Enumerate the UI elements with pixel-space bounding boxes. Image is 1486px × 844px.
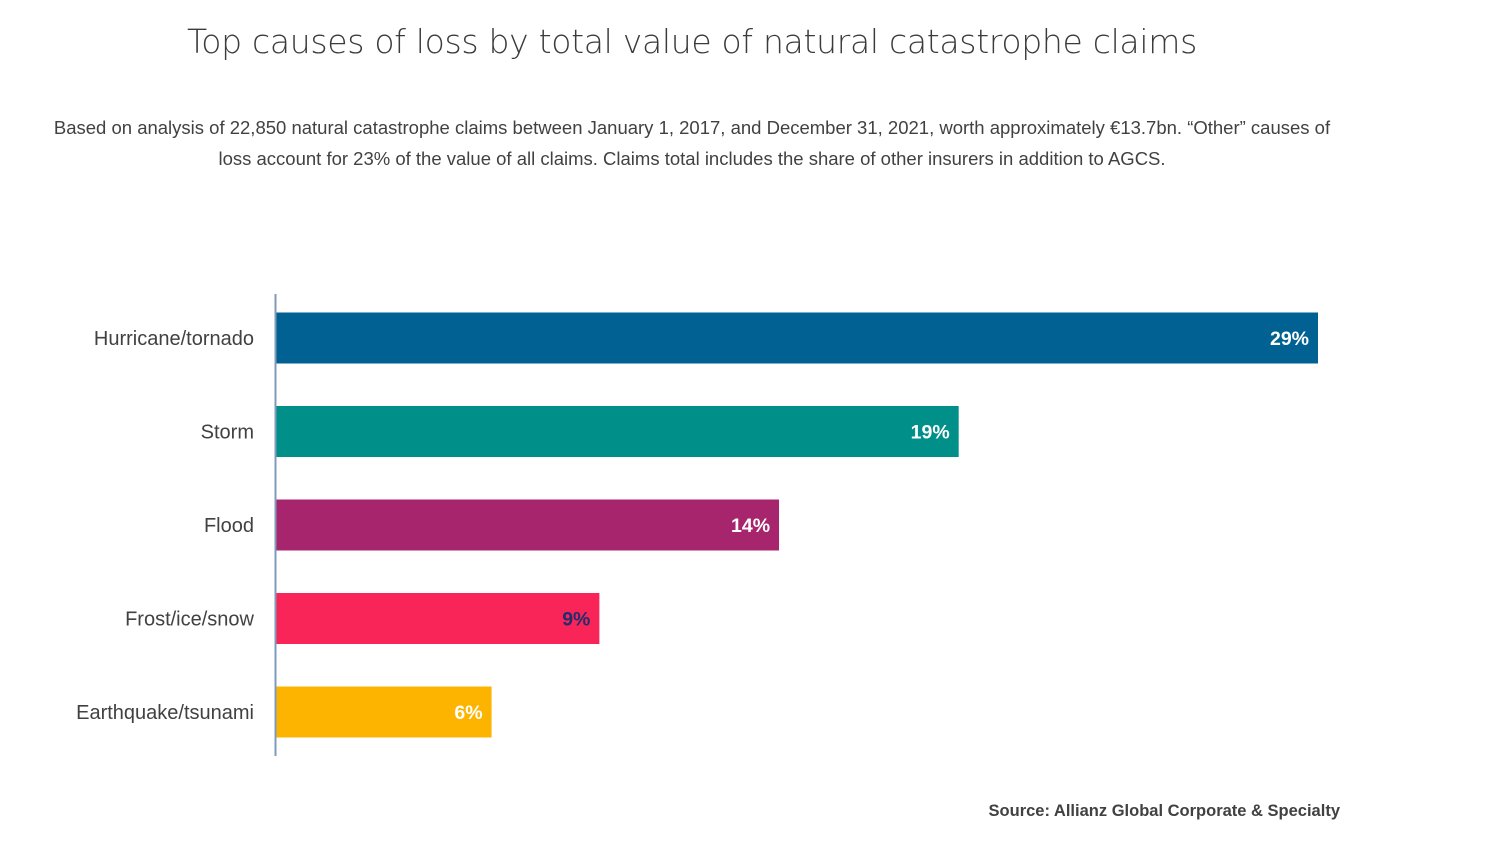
bar-hurricane-tornado — [276, 312, 1318, 364]
category-label-storm: Storm — [201, 422, 254, 444]
data-label-hurricane-tornado: 29% — [1270, 328, 1309, 350]
category-labels-group: Hurricane/tornado Storm Flood Frost/ice/sno… — [76, 328, 254, 724]
data-label-storm: 19% — [911, 422, 950, 444]
bar-earthquake-tsunami — [276, 686, 492, 738]
category-label-hurricane-tornado: Hurricane/tornado — [94, 328, 254, 350]
category-label-flood: Flood — [204, 515, 254, 537]
subtitle-line-2: loss account for 23% of the value of all… — [218, 148, 1166, 169]
bar-storm — [276, 406, 959, 457]
data-label-flood: 14% — [731, 515, 770, 537]
data-label-frost-ice-snow: 9% — [562, 609, 590, 631]
bar-flood — [276, 499, 780, 551]
data-label-earthquake-tsunami: 6% — [454, 702, 482, 724]
category-label-frost-ice-snow: Frost/ice/snow — [125, 609, 254, 631]
chart-title: Top causes of loss by total value of nat… — [187, 22, 1197, 61]
source-note: Source: Allianz Global Corporate & Speci… — [988, 802, 1340, 820]
bars-group: 29% 19% 14% 9% 6% — [276, 312, 1318, 738]
chart-subtitle: Based on analysis of 22,850 natural cata… — [0, 112, 1384, 174]
category-label-earthquake-tsunami: Earthquake/tsunami — [76, 702, 254, 724]
subtitle-line-1: Based on analysis of 22,850 natural cata… — [53, 117, 1331, 138]
bar-frost-ice-snow — [276, 593, 600, 644]
